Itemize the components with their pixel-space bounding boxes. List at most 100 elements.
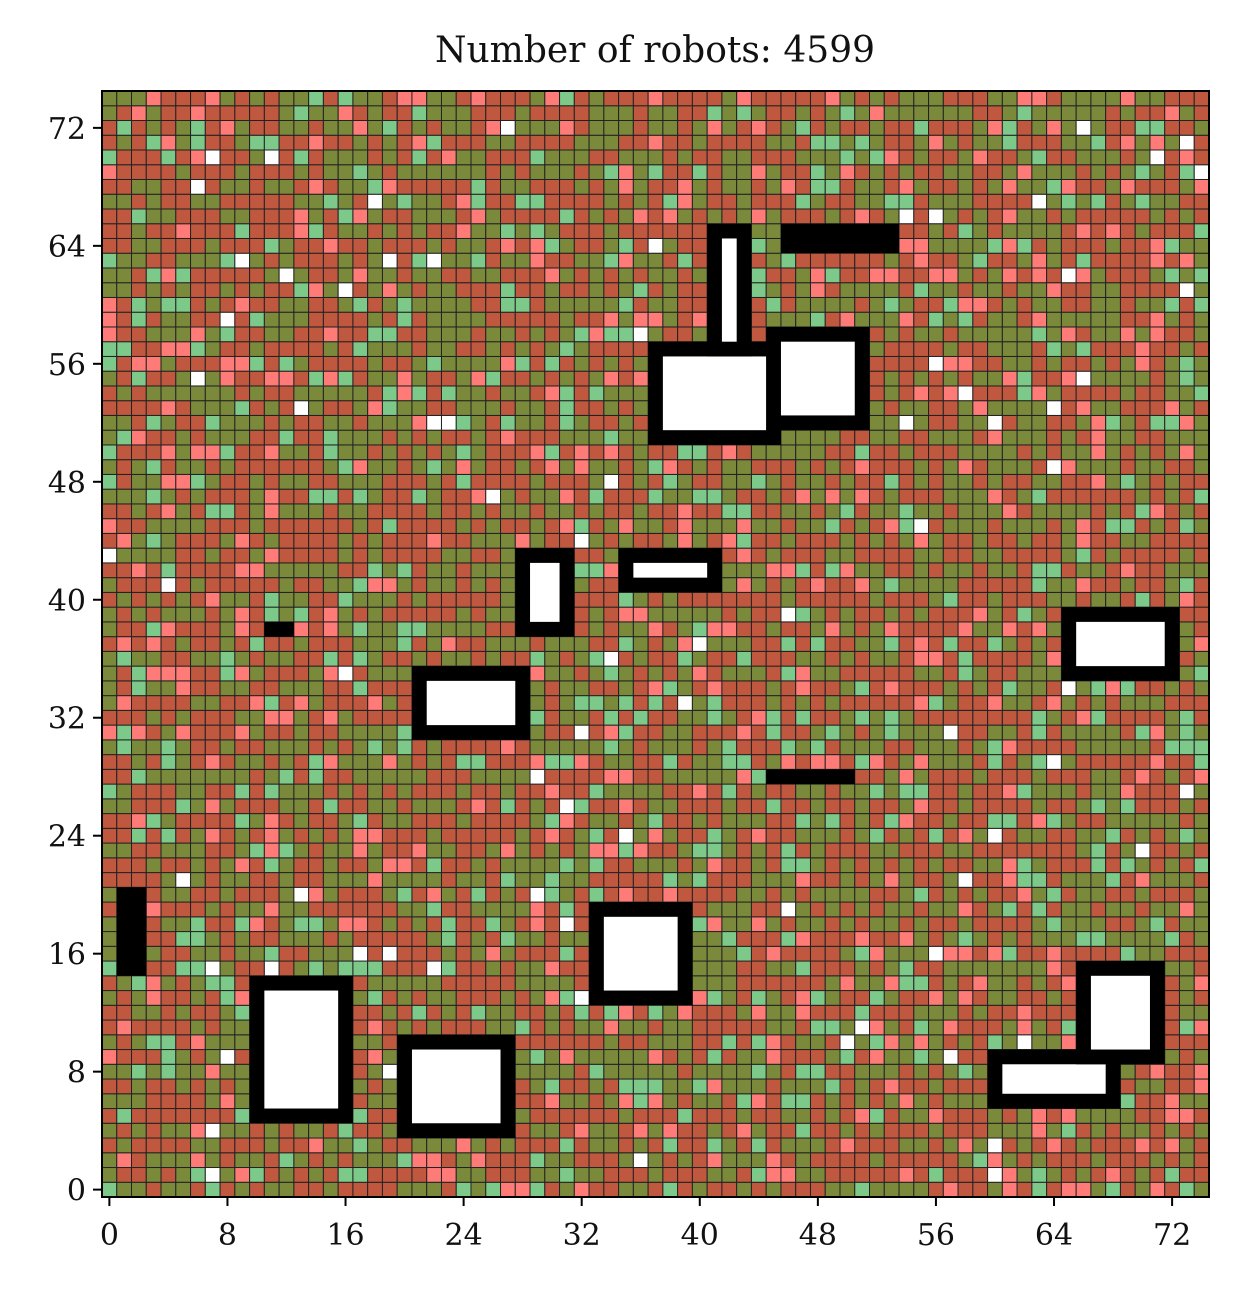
robot-cell xyxy=(765,636,782,652)
robot-cell xyxy=(337,695,354,711)
robot-cell xyxy=(972,473,989,490)
robot-cell xyxy=(1046,813,1062,829)
robot-cell xyxy=(396,916,413,933)
robot-cell xyxy=(367,1019,383,1036)
robot-cell xyxy=(736,754,752,770)
robot-cell xyxy=(647,532,664,549)
robot-cell xyxy=(293,709,310,726)
robot-cell xyxy=(367,901,383,918)
robot-cell xyxy=(1178,857,1195,874)
robot-cell xyxy=(1060,783,1077,800)
robot-cell xyxy=(1149,857,1166,874)
robot-cell xyxy=(603,237,620,254)
robot-cell xyxy=(928,680,944,697)
robot-cell xyxy=(1016,1167,1033,1183)
robot-cell xyxy=(824,975,841,992)
robot-cell xyxy=(913,960,930,977)
robot-cell xyxy=(1001,503,1018,520)
robot-cell xyxy=(957,370,974,387)
robot-cell xyxy=(1090,414,1107,431)
robot-cell xyxy=(426,945,442,962)
robot-cell xyxy=(337,532,354,549)
robot-cell xyxy=(1031,1019,1048,1036)
robot-cell xyxy=(691,857,708,874)
robot-cell xyxy=(573,1181,590,1198)
robot-cell xyxy=(322,695,339,711)
robot-cell xyxy=(1046,503,1062,520)
robot-cell xyxy=(647,857,664,874)
robot-cell xyxy=(1046,960,1062,977)
robot-cell xyxy=(529,975,546,992)
robot-cell xyxy=(809,577,826,593)
robot-cell xyxy=(987,695,1003,711)
robot-cell xyxy=(367,488,383,505)
robot-cell xyxy=(440,886,457,903)
robot-cell xyxy=(987,385,1003,402)
robot-cell xyxy=(809,1152,826,1169)
robot-cell xyxy=(898,1063,915,1080)
robot-cell xyxy=(795,621,811,638)
robot-cell xyxy=(500,606,516,623)
robot-cell xyxy=(234,105,251,121)
robot-cell xyxy=(795,945,811,962)
robot-cell xyxy=(544,208,561,225)
robot-cell xyxy=(809,606,826,623)
robot-cell xyxy=(780,931,797,947)
robot-cell xyxy=(278,591,295,608)
robot-cell xyxy=(131,754,147,770)
robot-cell xyxy=(249,665,265,682)
robot-cell xyxy=(1164,1078,1180,1095)
robot-cell xyxy=(263,798,280,815)
robot-cell xyxy=(544,149,561,166)
robot-cell xyxy=(293,1152,310,1169)
robot-cell xyxy=(1193,1078,1210,1095)
robot-cell xyxy=(322,960,339,977)
robot-cell xyxy=(573,429,590,446)
robot-cell xyxy=(249,400,265,416)
robot-cell xyxy=(632,754,649,770)
robot-cell xyxy=(529,370,546,387)
robot-cell xyxy=(160,1063,177,1080)
robot-cell xyxy=(987,945,1003,962)
robot-cell xyxy=(500,1004,516,1021)
robot-cell xyxy=(1193,459,1210,475)
robot-cell xyxy=(101,872,118,888)
robot-cell xyxy=(293,724,310,741)
robot-cell xyxy=(544,164,561,180)
robot-cell xyxy=(1119,488,1136,505)
robot-cell xyxy=(411,547,428,564)
robot-cell xyxy=(485,400,502,416)
robot-cell xyxy=(677,1152,693,1169)
robot-cell xyxy=(322,252,339,269)
robot-cell xyxy=(1178,606,1195,623)
robot-cell xyxy=(942,931,959,947)
robot-cell xyxy=(293,842,310,859)
robot-cell xyxy=(101,916,118,933)
robot-cell xyxy=(809,1019,826,1036)
robot-cell xyxy=(145,709,162,726)
robot-cell xyxy=(928,783,944,800)
robot-cell xyxy=(1164,1004,1180,1021)
robot-cell xyxy=(942,1004,959,1021)
robot-cell xyxy=(573,768,590,785)
robot-cell xyxy=(573,739,590,756)
robot-cell xyxy=(485,621,502,638)
robot-cell xyxy=(1060,695,1077,711)
robot-cell xyxy=(278,503,295,520)
robot-cell xyxy=(116,193,133,210)
robot-cell xyxy=(824,1122,841,1139)
robot-cell xyxy=(1193,1004,1210,1021)
robot-cell xyxy=(116,1122,133,1139)
robot-cell xyxy=(588,695,605,711)
robot-cell xyxy=(647,783,664,800)
robot-cell xyxy=(175,990,192,1006)
robot-cell xyxy=(972,591,989,608)
robot-cell xyxy=(662,857,679,874)
robot-cell xyxy=(1193,990,1210,1006)
robot-cell xyxy=(219,429,236,446)
robot-cell xyxy=(145,842,162,859)
robot-cell xyxy=(411,1152,428,1169)
robot-cell xyxy=(278,208,295,225)
robot-cell xyxy=(603,503,620,520)
robot-cell xyxy=(987,960,1003,977)
